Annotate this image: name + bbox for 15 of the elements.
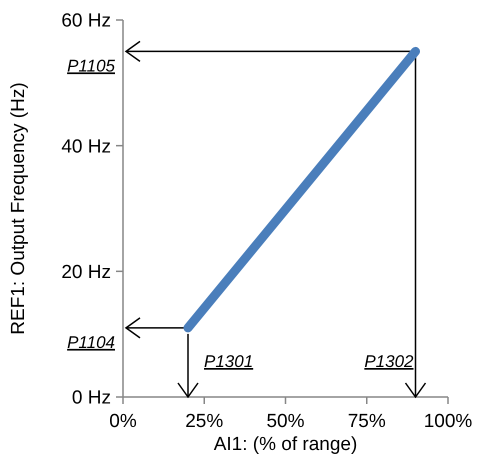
x-tick-label: 50%: [266, 411, 305, 432]
ref-line-label: P1302: [364, 352, 414, 371]
y-tick-label: 40 Hz: [61, 136, 111, 158]
y-tick-label: 20 Hz: [61, 262, 111, 283]
ref-line-label: P1105: [67, 56, 116, 76]
x-tick-label: 75%: [348, 411, 386, 432]
x-tick-label: 25%: [185, 411, 224, 432]
y-axis-title: REF1: Output Frequency (Hz): [8, 82, 29, 335]
x-tick-label: 100%: [424, 411, 472, 432]
ref-line-label: P1301: [204, 352, 254, 371]
y-tick-label: 0 Hz: [72, 388, 111, 409]
ref-line-label: P1104: [67, 332, 115, 352]
x-tick-label: 0%: [109, 411, 137, 432]
y-tick-label: 60 Hz: [61, 10, 111, 32]
x-axis-title: AI1: (% of range): [214, 434, 358, 455]
